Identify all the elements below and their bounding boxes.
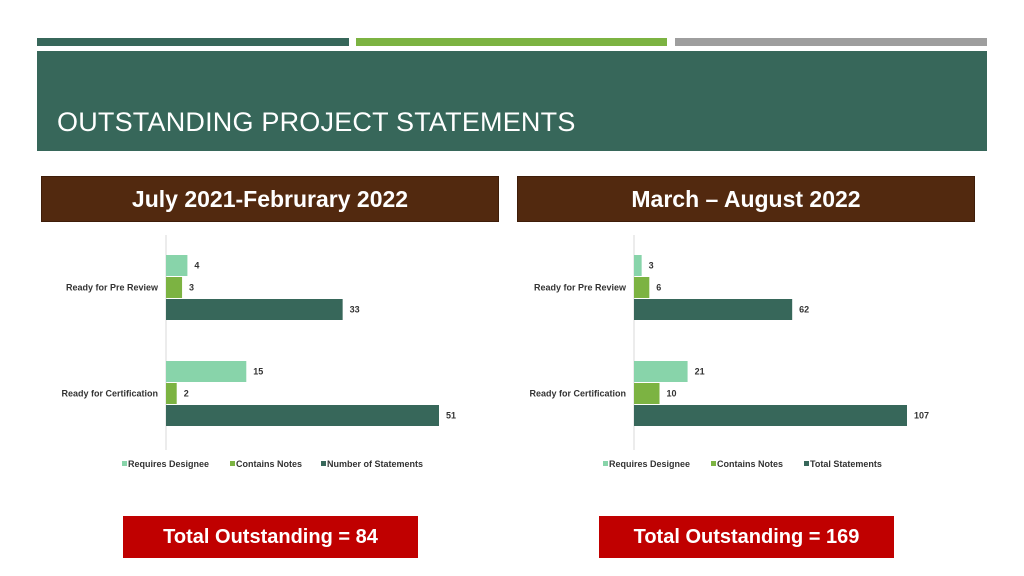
bar-contains-notes — [634, 277, 650, 298]
legend-swatch — [230, 461, 235, 466]
data-label: 15 — [253, 367, 263, 377]
stripe-dark — [37, 38, 349, 46]
bar-number-of-statements — [166, 405, 439, 426]
page-title: OUTSTANDING PROJECT STATEMENTS — [57, 107, 576, 137]
total-outstanding-right: Total Outstanding = 169 — [599, 516, 894, 558]
legend-entry: Contains Notes — [236, 459, 302, 469]
data-label: 33 — [350, 305, 360, 315]
bar-requires-designee — [634, 255, 642, 276]
legend-swatch — [804, 461, 809, 466]
bar-contains-notes — [634, 383, 660, 404]
chart-left: Ready for Pre Review 4 3 33 Ready for Certif… — [40, 230, 500, 480]
legend-entry: Requires Designee — [128, 459, 209, 469]
category-label: Ready for Certification — [529, 389, 626, 399]
data-label: 107 — [914, 411, 929, 421]
data-label: 6 — [656, 283, 661, 293]
bar-contains-notes — [166, 383, 177, 404]
data-label: 21 — [695, 367, 705, 377]
legend-entry: Number of Statements — [327, 459, 423, 469]
title-banner: OUTSTANDING PROJECT STATEMENTS — [37, 51, 987, 151]
data-label: 2 — [184, 389, 189, 399]
category-label: Ready for Pre Review — [66, 283, 159, 293]
legend-swatch — [603, 461, 608, 466]
bar-total-statements — [634, 299, 793, 320]
data-label: 3 — [189, 283, 194, 293]
legend-swatch — [122, 461, 127, 466]
data-label: 4 — [194, 261, 199, 271]
bar-contains-notes — [166, 277, 183, 298]
bar-requires-designee — [166, 361, 247, 382]
legend-entry: Contains Notes — [717, 459, 783, 469]
data-label: 10 — [667, 389, 677, 399]
total-outstanding-left: Total Outstanding = 84 — [123, 516, 418, 558]
period-header-left: July 2021-Februrary 2022 — [41, 176, 499, 222]
chart-right: Ready for Pre Review 3 6 62 Ready for Certif… — [508, 230, 968, 480]
legend-swatch — [321, 461, 326, 466]
bar-number-of-statements — [166, 299, 343, 320]
data-label: 51 — [446, 411, 456, 421]
legend-entry: Total Statements — [810, 459, 882, 469]
category-label: Ready for Certification — [61, 389, 158, 399]
legend-swatch — [711, 461, 716, 466]
data-label: 62 — [799, 305, 809, 315]
bar-requires-designee — [634, 361, 688, 382]
legend-entry: Requires Designee — [609, 459, 690, 469]
stripe-gray — [675, 38, 987, 46]
bar-total-statements — [634, 405, 907, 426]
category-label: Ready for Pre Review — [534, 283, 627, 293]
bar-requires-designee — [166, 255, 188, 276]
chart-right-svg: Ready for Pre Review 3 6 62 Ready for Certif… — [529, 235, 929, 469]
data-label: 3 — [649, 261, 654, 271]
stripe-green — [356, 38, 667, 46]
period-header-right: March – August 2022 — [517, 176, 975, 222]
